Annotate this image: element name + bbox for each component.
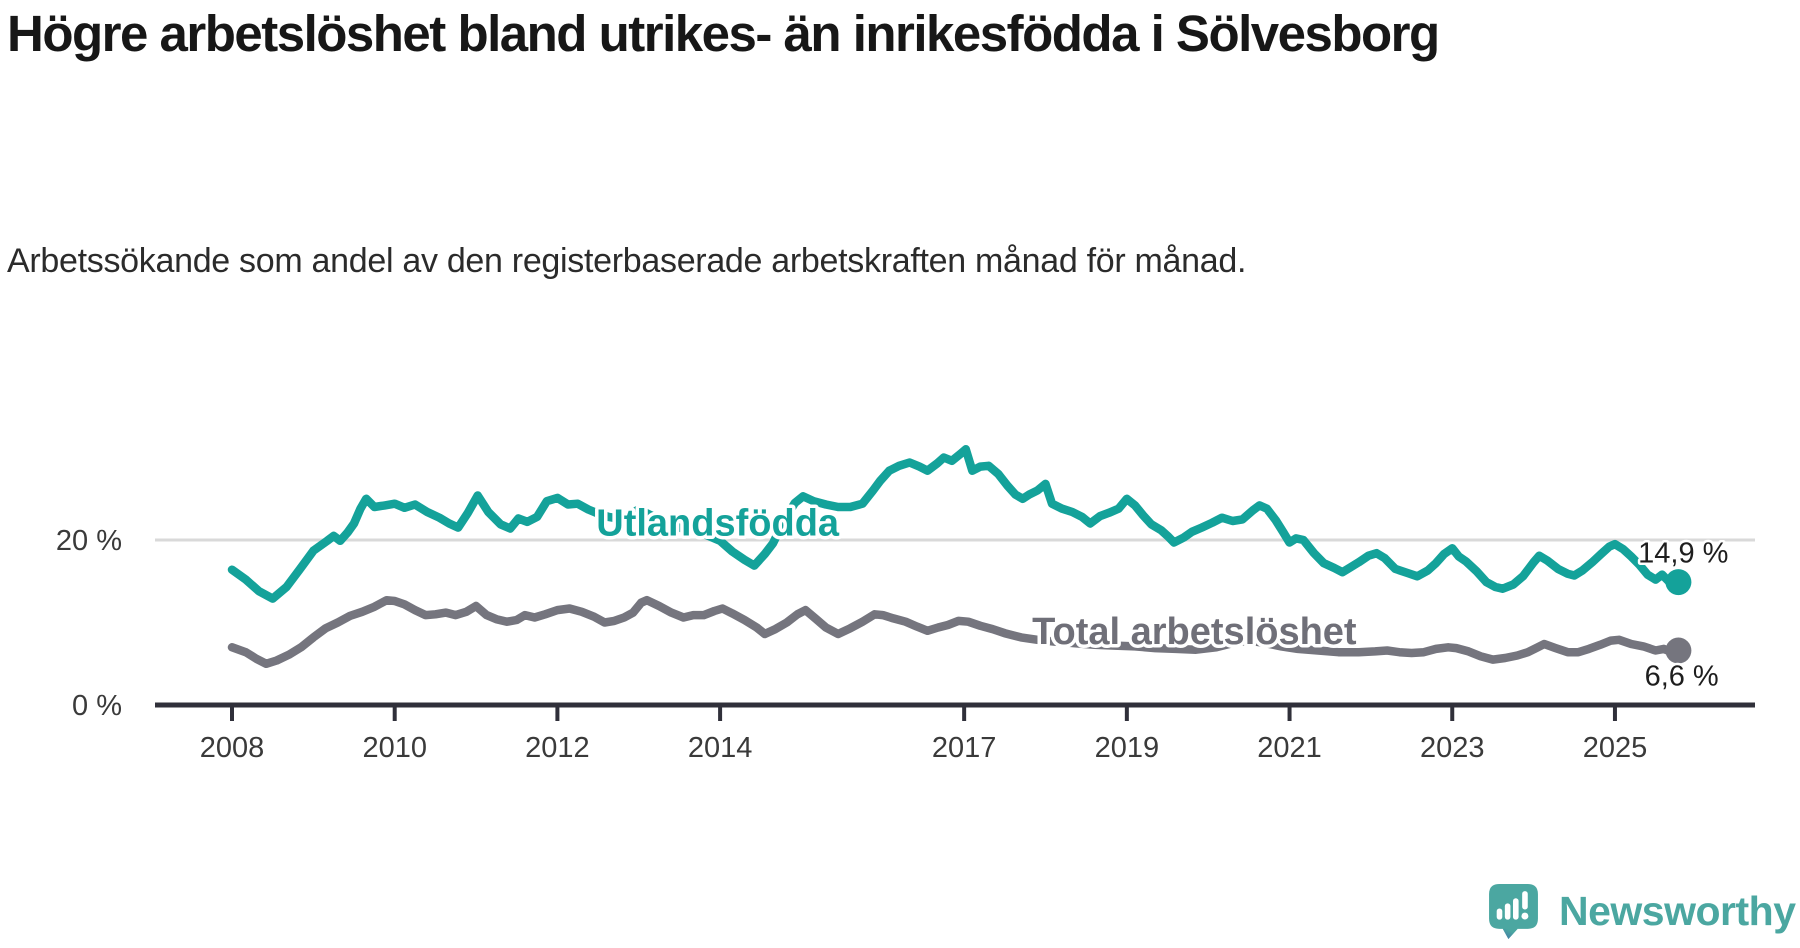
series-line-total (227, 595, 1683, 669)
exclamation-dot-icon (1521, 912, 1529, 920)
x-axis-label-2023: 2023 (1420, 732, 1485, 764)
annotation-2-value-label: 14,9 % (1638, 537, 1728, 569)
x-axis-label-2021: 2021 (1257, 732, 1322, 764)
x-axis-label-2025: 2025 (1583, 732, 1648, 764)
annotation-3-value-label: 6,6 % (1645, 660, 1719, 692)
speech-bubble-tail (1502, 928, 1518, 939)
x-axis-label-2010: 2010 (362, 732, 427, 764)
series-line-utlandsfodda (227, 445, 1683, 603)
x-axis-label-2012: 2012 (525, 732, 590, 764)
exclamation-bar-icon (1522, 891, 1528, 910)
x-axis-label-2017: 2017 (932, 732, 997, 764)
series-end-dot-total (1665, 637, 1692, 664)
chart-subtitle: Arbetssökande som andel av den registerb… (7, 242, 1247, 280)
y-axis-label-20: 20 % (56, 525, 122, 557)
y-axis-label-0: 0 % (72, 690, 122, 722)
newsworthy-wordmark: Newsworthy (1559, 888, 1796, 934)
newsworthy-logo: Newsworthy (1489, 884, 1796, 939)
annotation-0-series-label: Utlandsfödda (596, 503, 840, 545)
bar-medium-icon (1504, 903, 1511, 920)
bar-small-icon (1496, 908, 1503, 920)
x-axis-label-2019: 2019 (1095, 732, 1160, 764)
page-title: Högre arbetslöshet bland utrikes- än inr… (7, 5, 1440, 62)
newsworthy-icon (1489, 884, 1538, 939)
x-axis-label-2014: 2014 (688, 732, 753, 764)
annotation-1-series-label: Total arbetslöshet (1032, 611, 1357, 653)
series-end-dot-utlandsfodda (1665, 569, 1692, 596)
bar-large-icon (1512, 898, 1519, 920)
x-axis-label-2008: 2008 (200, 732, 265, 764)
